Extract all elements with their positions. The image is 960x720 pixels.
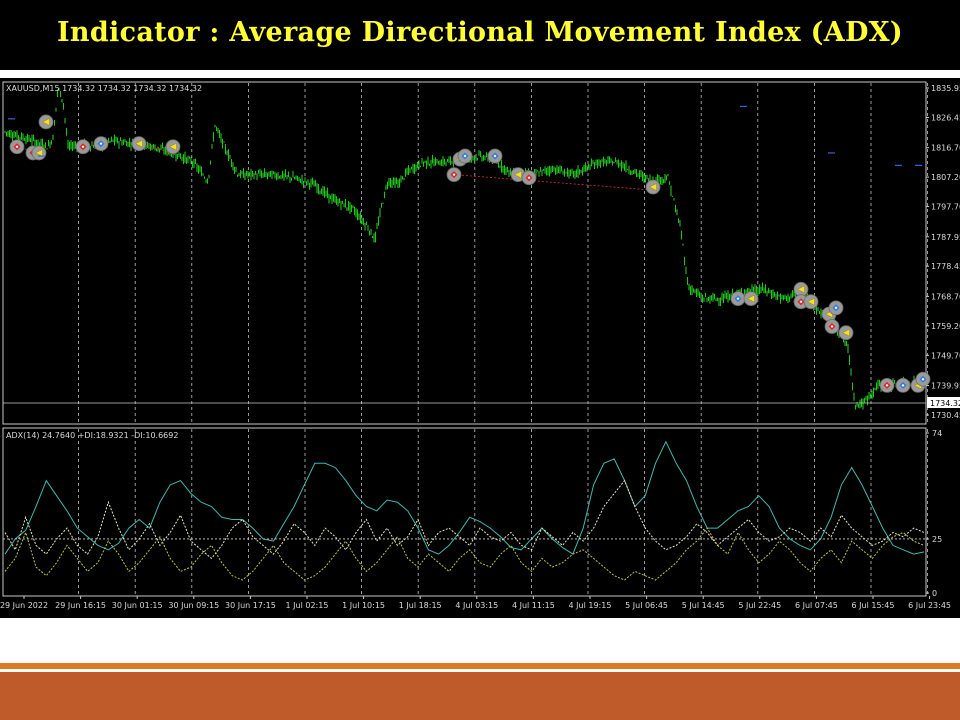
marker-core [830, 325, 834, 329]
marker-core [493, 154, 497, 158]
time-tick-label: 4 Jul 11:15 [512, 601, 555, 610]
sell-triangle [796, 285, 805, 294]
price-axis-label: 1739.95 [931, 382, 960, 391]
sell-triangle [41, 118, 50, 126]
signal-marker [915, 371, 931, 387]
title-bar: Indicator : Average Directional Movement… [0, 0, 960, 70]
sell-triangle [513, 170, 522, 179]
signal-marker [457, 148, 473, 164]
signal-connector [453, 174, 654, 191]
signal-marker [879, 377, 895, 393]
signal-marker [828, 300, 844, 316]
signal-marker [743, 291, 759, 307]
price-axis-label: 1787.95 [931, 233, 960, 242]
footer-stripe [0, 663, 960, 669]
signal-marker [38, 114, 54, 130]
marker-core [901, 383, 905, 387]
marker-core [736, 297, 740, 301]
signal-marker [31, 145, 47, 161]
slide-title: Indicator : Average Directional Movement… [56, 17, 904, 48]
time-tick-label: 5 Jul 22:45 [738, 601, 781, 610]
indicator-axis-label: 25 [932, 535, 942, 544]
price-axis-label: 1759.20 [931, 322, 960, 331]
current-price-label: 1734.32 [930, 399, 960, 408]
time-tick-label: 6 Jul 23:45 [908, 601, 951, 610]
price-chart-header: XAUUSD,M15 1734.32 1734.32 1734.32 1734.… [6, 84, 202, 93]
signal-marker [895, 377, 911, 393]
time-tick-label: 29 Jun 2022 [0, 601, 48, 610]
signal-marker [9, 139, 25, 155]
marker-core [81, 145, 85, 149]
price-pane-frame [2, 81, 927, 425]
signal-marker [446, 167, 462, 183]
sell-triangle [648, 183, 657, 191]
marker-core [527, 176, 531, 180]
signal-marker [165, 139, 181, 155]
time-tick-label: 29 Jun 16:15 [55, 601, 106, 610]
signal-marker [75, 139, 91, 155]
indicator-axis-label: 0 [932, 589, 937, 598]
time-tick-label: 1 Jul 18:15 [399, 601, 442, 610]
price-axis-label: 1730.45 [931, 411, 960, 420]
signal-marker [803, 294, 819, 310]
signal-marker [838, 325, 854, 341]
signal-marker [730, 291, 746, 307]
footer-bar [0, 672, 960, 720]
price-axis-label: 1807.20 [931, 173, 960, 182]
trading-chart: 29 Jun 2022 29 Jun 16:15 30 Jun 01:15 30 Ju… [0, 81, 960, 610]
signal-marker [521, 170, 537, 186]
price-axis-label: 1816.70 [931, 144, 960, 153]
time-tick-label: 4 Jul 03:15 [455, 601, 498, 610]
time-tick-label: 1 Jul 10:15 [342, 601, 385, 610]
marker-core [15, 145, 19, 149]
sell-triangle [168, 142, 177, 151]
marker-core [463, 154, 467, 158]
time-tick-label: 5 Jul 14:45 [682, 601, 725, 610]
marker-core [885, 383, 889, 387]
signal-marker [93, 136, 109, 152]
price-axis-label: 1749.70 [931, 351, 960, 360]
chart-area: 29 Jun 2022 29 Jun 16:15 30 Jun 01:15 30 Ju… [0, 78, 960, 618]
signal-marker [824, 319, 840, 334]
series-line-minus-di [4, 527, 925, 581]
indicator-header: ADX(14) 24.7640 +DI:18.9321 -DI:10.6692 [6, 431, 178, 440]
signal-marker [487, 148, 503, 164]
marker-core [452, 173, 456, 177]
signal-marker [131, 136, 147, 152]
time-tick-label: 6 Jul 07:45 [795, 601, 838, 610]
time-tick-label: 1 Jul 02:15 [286, 601, 329, 610]
marker-core [921, 377, 925, 381]
time-tick-label: 30 Jun 17:15 [225, 601, 276, 610]
sell-triangle [746, 294, 755, 303]
time-tick-label: 5 Jul 06:45 [625, 601, 668, 610]
time-tick-label: 6 Jul 15:45 [852, 601, 895, 610]
time-tick-label: 30 Jun 01:15 [112, 601, 163, 610]
indicator-axis-label: 74 [932, 429, 942, 438]
sell-triangle [806, 297, 815, 306]
sell-triangle [841, 328, 850, 337]
price-axis-label: 1835.95 [931, 84, 960, 93]
signal-marker [645, 179, 661, 195]
price-axis-label: 1826.45 [931, 113, 960, 122]
marker-core [834, 306, 838, 310]
sell-triangle [134, 139, 143, 148]
signal-marker [793, 281, 809, 297]
sell-triangle [34, 149, 43, 157]
time-tick-label: 4 Jul 19:15 [569, 601, 612, 610]
price-axis-label: 1797.70 [931, 203, 960, 212]
price-axis-label: 1778.45 [931, 262, 960, 271]
marker-core [799, 300, 803, 304]
indicator-pane-frame [2, 427, 927, 597]
marker-core [99, 142, 103, 146]
series-line-adx [4, 440, 925, 555]
price-axis-label: 1768.70 [931, 292, 960, 301]
series-line-plus-di [4, 479, 925, 560]
time-tick-label: 30 Jun 09:15 [168, 601, 219, 610]
current-price-label-box [927, 397, 960, 409]
